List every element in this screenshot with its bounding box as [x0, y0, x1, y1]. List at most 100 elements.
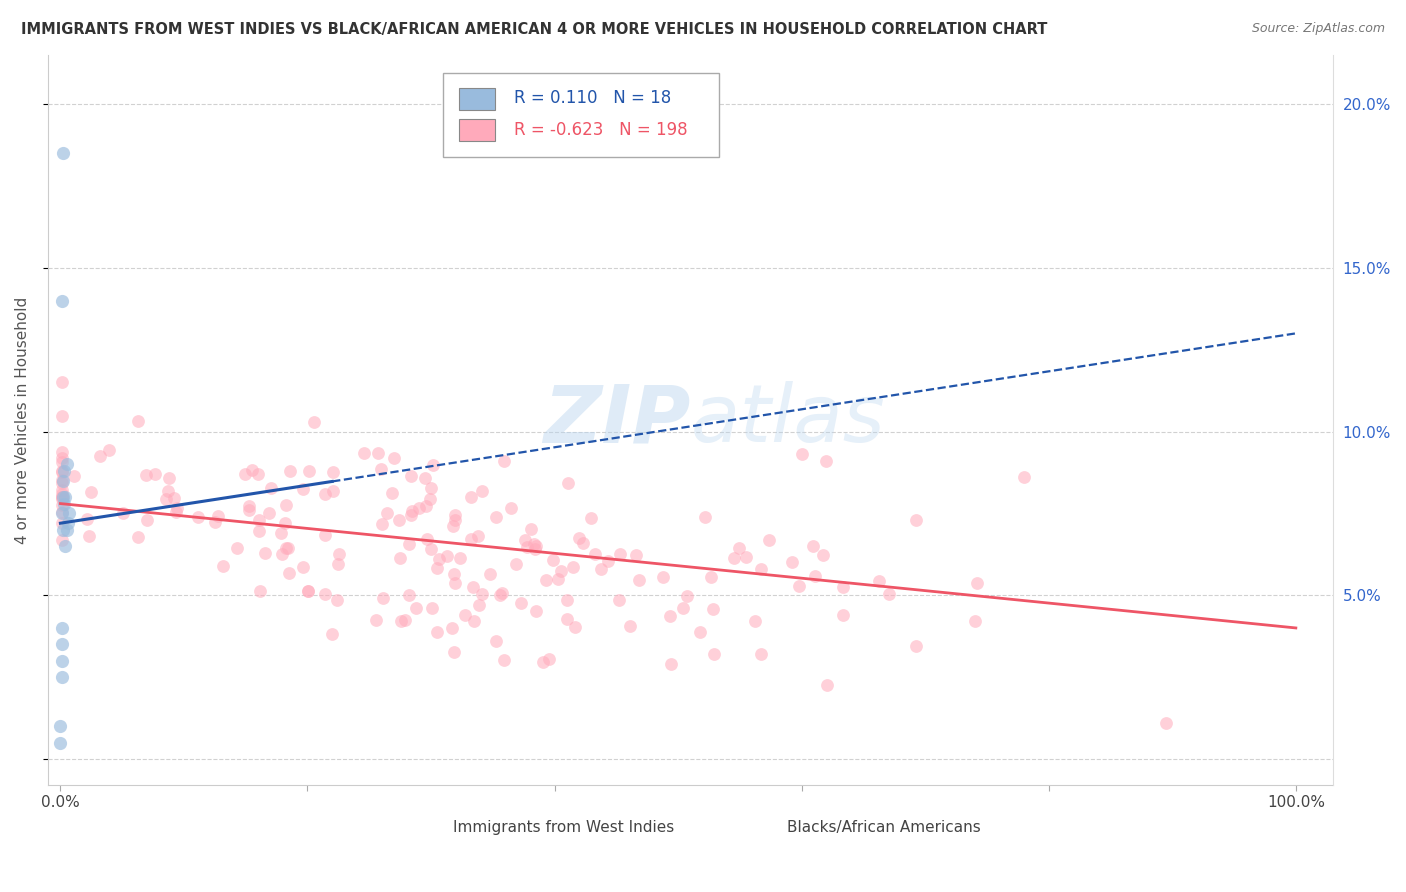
Point [51, 451, 73, 466]
Point [444, 576, 467, 591]
Point [494, 653, 516, 667]
Point [1012, 470, 1035, 484]
Point [619, 619, 641, 633]
Point [51, 670, 73, 684]
Point [277, 541, 299, 556]
Point [427, 551, 450, 566]
Point [526, 604, 548, 618]
Point [52, 490, 75, 504]
Point [832, 580, 855, 594]
Point [274, 498, 297, 512]
Point [260, 481, 283, 495]
Text: Source: ZipAtlas.com: Source: ZipAtlas.com [1251, 22, 1385, 36]
Point [51, 483, 73, 497]
Point [297, 584, 319, 599]
Point [51, 487, 73, 501]
Point [413, 471, 436, 485]
FancyBboxPatch shape [415, 820, 443, 836]
Point [51, 533, 73, 547]
Point [689, 624, 711, 639]
Point [328, 547, 350, 561]
Point [63, 468, 86, 483]
Point [815, 454, 838, 468]
Point [298, 464, 321, 478]
Point [555, 612, 578, 626]
Point [370, 517, 392, 532]
Point [389, 615, 412, 629]
Point [51, 621, 73, 635]
Point [364, 614, 387, 628]
Point [557, 476, 579, 491]
Point [415, 500, 437, 514]
Point [672, 601, 695, 615]
Point [80, 484, 103, 499]
Point [51, 491, 73, 506]
Point [259, 507, 281, 521]
Point [238, 503, 260, 517]
Point [441, 621, 464, 635]
Point [550, 564, 572, 578]
Point [484, 633, 506, 648]
Point [49, 719, 72, 733]
Point [787, 579, 810, 593]
Point [322, 466, 344, 480]
Point [541, 552, 564, 566]
Text: Blacks/African Americans: Blacks/African Americans [787, 820, 980, 835]
Point [467, 529, 489, 543]
Point [246, 467, 269, 482]
FancyBboxPatch shape [748, 820, 776, 836]
Point [55, 523, 77, 537]
Point [531, 655, 554, 669]
Point [510, 596, 533, 610]
Point [51, 465, 73, 479]
Point [751, 562, 773, 576]
Point [460, 532, 482, 546]
Point [579, 510, 602, 524]
Point [51, 409, 73, 424]
Point [700, 569, 723, 583]
Point [877, 587, 900, 601]
Point [571, 536, 593, 550]
Point [254, 546, 277, 560]
Point [454, 608, 477, 623]
Point [609, 547, 631, 561]
Point [627, 574, 650, 588]
Text: atlas: atlas [690, 381, 886, 459]
Point [98, 443, 121, 458]
Point [51, 507, 73, 521]
Point [55, 458, 77, 472]
Point [51, 516, 73, 530]
Point [460, 490, 482, 504]
Point [225, 541, 247, 556]
Point [695, 509, 717, 524]
Point [491, 586, 513, 600]
Point [58, 507, 80, 521]
Point [163, 491, 186, 506]
Point [278, 464, 301, 478]
Point [326, 557, 349, 571]
FancyBboxPatch shape [460, 88, 495, 110]
Point [166, 500, 188, 515]
Point [408, 501, 430, 516]
Point [479, 566, 502, 581]
Point [813, 548, 835, 562]
Point [758, 533, 780, 547]
Point [322, 484, 344, 499]
Point [238, 499, 260, 513]
Point [520, 522, 543, 536]
Point [53, 497, 76, 511]
Point [398, 536, 420, 550]
Point [235, 467, 257, 482]
Point [292, 482, 315, 496]
Point [291, 559, 314, 574]
Point [76, 512, 98, 526]
Point [273, 516, 295, 530]
Point [271, 548, 294, 562]
Point [51, 505, 73, 519]
Point [744, 615, 766, 629]
Point [207, 508, 229, 523]
Point [51, 498, 73, 512]
Point [373, 591, 395, 605]
Point [524, 542, 547, 557]
Point [53, 539, 76, 553]
